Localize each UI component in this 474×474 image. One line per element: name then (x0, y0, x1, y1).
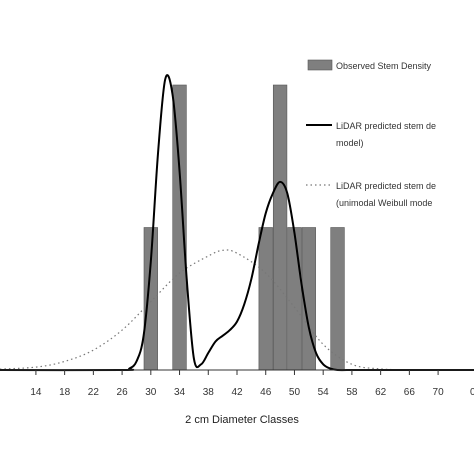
bar-56 (330, 227, 345, 371)
x-tick-label: 50 (289, 387, 301, 398)
weibull-dotted-curve (0, 249, 474, 371)
x-tick-label: 14 (30, 387, 42, 398)
x-tick-label: 70 (433, 387, 445, 398)
legend-swatch-observed (307, 59, 333, 71)
legend-label-weibull: LiDAR predicted stem de (336, 181, 436, 191)
observed-bars (143, 84, 345, 371)
x-tick-label: 26 (117, 387, 129, 398)
bar-50 (287, 227, 302, 371)
x-axis-ticks: 14 18 22 26 30 34 38 42 46 50 54 58 62 66 70 0 (30, 370, 474, 398)
bar-48 (272, 84, 288, 371)
x-tick-label: 42 (231, 387, 243, 398)
x-tick-label: 46 (260, 387, 272, 398)
x-tick-label-partial: 0 (470, 387, 474, 398)
x-tick-label: 66 (404, 387, 416, 398)
legend: Observed Stem Density LiDAR predicted st… (306, 59, 436, 208)
legend-label-weibull-line2: (unimodal Weibull mode (336, 198, 432, 208)
bar-34 (172, 84, 187, 371)
bar-46 (258, 227, 273, 371)
x-tick-label: 34 (174, 387, 186, 398)
x-tick-label: 18 (59, 387, 71, 398)
legend-label-observed: Observed Stem Density (336, 61, 432, 71)
legend-label-lidar: LiDAR predicted stem de (336, 121, 436, 131)
x-tick-label: 30 (145, 387, 157, 398)
x-axis-title: 2 cm Diameter Classes (185, 414, 299, 426)
lidar-predicted-curve (0, 74, 474, 372)
x-tick-label: 54 (318, 387, 330, 398)
x-tick-label: 58 (346, 387, 358, 398)
x-tick-label: 38 (203, 387, 215, 398)
x-tick-label: 22 (88, 387, 100, 398)
x-tick-label: 62 (375, 387, 387, 398)
legend-label-lidar-line2: model) (336, 138, 364, 148)
